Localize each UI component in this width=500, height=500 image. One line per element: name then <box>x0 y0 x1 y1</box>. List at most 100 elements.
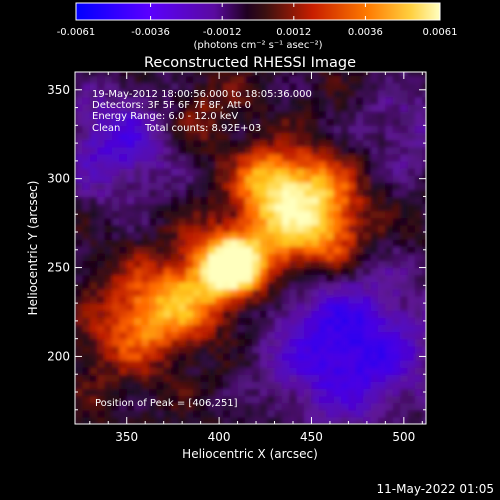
heatmap-cell <box>163 232 172 240</box>
heatmap-cell <box>171 118 180 126</box>
heatmap-cell <box>97 260 106 269</box>
heatmap-cell <box>333 345 342 354</box>
heatmap-cell <box>400 331 409 340</box>
heatmap-cell <box>89 153 98 162</box>
colorbar: -0.0061 -0.0036 -0.0012 0.0012 0.0036 0.0061 … <box>57 2 458 51</box>
heatmap-cell <box>185 303 194 311</box>
heatmap-cell <box>89 296 98 304</box>
heatmap-cell <box>274 310 283 318</box>
heatmap-cell <box>363 416 372 424</box>
heatmap-cell <box>119 89 128 98</box>
heatmap-cell <box>363 324 372 333</box>
heatmap-cell <box>89 317 98 326</box>
heatmap-cell <box>304 260 313 269</box>
heatmap-cell <box>400 267 409 276</box>
heatmap-cell <box>82 203 91 212</box>
heatmap-cell <box>156 367 165 375</box>
heatmap-cell <box>193 267 202 276</box>
heatmap-cell <box>296 267 305 276</box>
heatmap-cell <box>82 182 91 190</box>
heatmap-cell <box>311 175 320 183</box>
heatmap-cell <box>311 281 320 290</box>
heatmap-cell <box>414 104 423 112</box>
heatmap-cell <box>104 260 113 269</box>
heatmap-cell <box>163 196 172 205</box>
heatmap-cell <box>252 338 261 347</box>
heatmap-cell <box>104 111 113 119</box>
heatmap-cell <box>156 317 165 326</box>
heatmap-cell <box>178 360 187 368</box>
heatmap-cell <box>422 196 426 205</box>
heatmap-cell <box>237 246 246 254</box>
heatmap-cell <box>156 72 165 77</box>
heatmap-cell <box>341 139 350 148</box>
heatmap-cell <box>141 82 150 91</box>
heatmap-cell <box>89 274 98 283</box>
heatmap-cell <box>311 132 320 141</box>
heatmap-cell <box>311 168 320 176</box>
heatmap-cell <box>185 253 194 262</box>
heatmap-cell <box>392 267 401 276</box>
heatmap-cell <box>259 153 268 162</box>
heatmap-cell <box>178 381 187 390</box>
heatmap-cell <box>370 75 379 84</box>
heatmap-cell <box>333 367 342 375</box>
heatmap-cell <box>385 203 394 212</box>
heatmap-cell <box>148 288 157 297</box>
heatmap-cell <box>370 324 379 333</box>
heatmap-cell <box>252 125 261 134</box>
heatmap-cell <box>163 281 172 290</box>
heatmap-cell <box>392 310 401 318</box>
heatmap-cell <box>215 381 224 390</box>
heatmap-cell <box>111 168 120 176</box>
heatmap-cell <box>119 196 128 205</box>
heatmap-cell <box>82 402 91 411</box>
heatmap-cell <box>355 72 364 77</box>
heatmap-cell <box>208 168 216 176</box>
heatmap-cell <box>311 203 320 212</box>
heatmap-cell <box>126 89 135 98</box>
heatmap-cell <box>289 331 298 340</box>
heatmap-cell <box>392 303 401 311</box>
heatmap-cell <box>422 274 426 283</box>
heatmap-cell <box>281 360 290 368</box>
heatmap-cell <box>208 324 216 333</box>
heatmap-cell <box>82 111 91 119</box>
heatmap-cell <box>82 196 91 205</box>
heatmap-cell <box>215 196 224 205</box>
heatmap-cell <box>244 367 253 375</box>
heatmap-cell <box>370 395 379 404</box>
heatmap-cell <box>400 260 409 269</box>
heatmap-cell <box>208 139 216 148</box>
heatmap-cell <box>281 374 290 382</box>
heatmap-cell <box>75 224 83 233</box>
heatmap-cell <box>348 189 357 198</box>
heatmap-cell <box>237 324 246 333</box>
heatmap-cell <box>141 296 150 304</box>
heatmap-cell <box>97 388 106 397</box>
heatmap-cell <box>208 232 216 240</box>
heatmap-cell <box>311 303 320 311</box>
heatmap-cell <box>237 189 246 198</box>
heatmap-cell <box>208 345 216 354</box>
heatmap-cell <box>252 160 261 169</box>
heatmap-cell <box>230 203 239 212</box>
heatmap-cell <box>185 168 194 176</box>
heatmap-cell <box>422 82 426 91</box>
heatmap-cell <box>178 303 187 311</box>
heatmap-cell <box>407 125 416 134</box>
heatmap-cell <box>200 104 209 112</box>
heatmap-cell <box>126 189 135 198</box>
heatmap-cell <box>185 146 194 155</box>
heatmap-cell <box>111 288 120 297</box>
heatmap-cell <box>104 274 113 283</box>
heatmap-cell <box>385 118 394 126</box>
heatmap-cell <box>259 395 268 404</box>
heatmap-cell <box>252 296 261 304</box>
heatmap-cell <box>89 132 98 141</box>
heatmap-cell <box>97 246 106 254</box>
heatmap-cell <box>355 217 364 226</box>
heatmap-cell <box>370 125 379 134</box>
heatmap-cell <box>126 210 135 219</box>
heatmap-cell <box>200 253 209 262</box>
